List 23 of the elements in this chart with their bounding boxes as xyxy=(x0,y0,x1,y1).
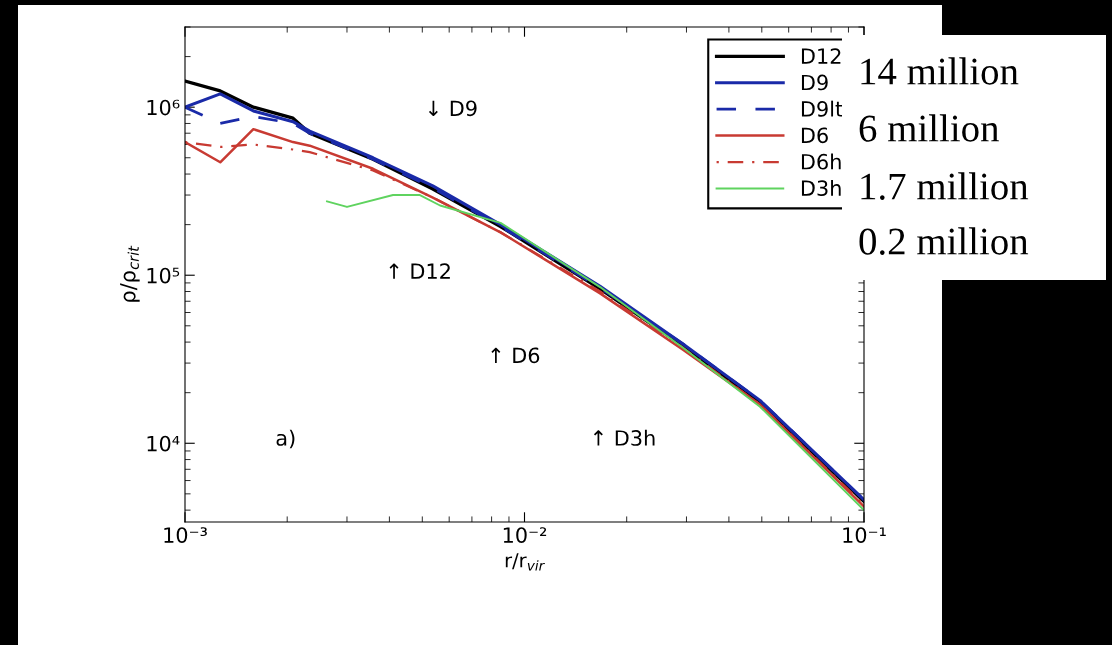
annotation: ↓ D9 xyxy=(428,100,477,117)
legend-label: D9lt xyxy=(801,100,843,117)
legend-label: D6 xyxy=(801,127,828,144)
annotation: 0.2 million xyxy=(859,227,1029,255)
annotation: ↑ D3h xyxy=(593,429,655,446)
annotation: a) xyxy=(276,429,295,449)
x-tick-label: 10⁻¹ xyxy=(843,527,886,543)
x-axis-title: r/r$_{vir}$ xyxy=(505,553,545,571)
annotation: ↑ D6 xyxy=(491,347,540,364)
annotation: 1.7 million xyxy=(861,172,1029,200)
annotation: 14 million xyxy=(861,57,1019,85)
y-tick-label: 10⁶ xyxy=(147,99,180,116)
legend-label: D3h xyxy=(801,179,841,197)
legend-label: D9 xyxy=(801,74,828,91)
x-tick-label: 10⁻³ xyxy=(164,527,207,543)
y-axis-title: ρ/ρ$_{crit}$ xyxy=(120,245,140,302)
legend-label: D12 xyxy=(801,48,841,64)
y-tick-label: 10⁴ xyxy=(147,435,180,452)
x-tick-label: 10⁻² xyxy=(503,527,547,543)
annotation: 6 million xyxy=(859,114,999,142)
legend-label: D6h xyxy=(801,153,841,170)
annotation: ↑ D12 xyxy=(389,263,450,279)
y-tick-label: 10⁵ xyxy=(147,267,180,284)
